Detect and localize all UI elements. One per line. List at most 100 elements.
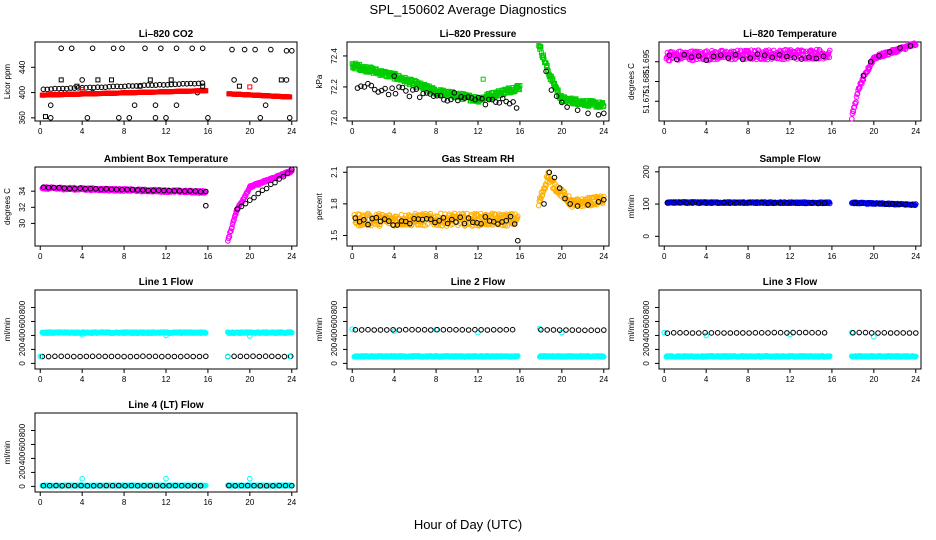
data-point [391,73,398,79]
data-point [94,84,101,90]
data-point [460,210,467,217]
data-point [64,353,71,360]
data-point [145,82,151,88]
data-point [727,200,734,206]
y-tick-label: 400 [18,451,27,465]
data-point [356,211,363,218]
data-point [377,327,384,333]
data-point [286,115,293,121]
x-tick-label: 0 [38,375,43,384]
series-magenta [39,168,295,244]
data-point [434,92,440,99]
data-point [205,115,211,121]
x-tick-label: 20 [557,127,566,136]
data-point [875,330,881,336]
panel-title: Ambient Box Temperature [104,154,229,165]
x-tick-label: 4 [80,375,85,384]
x-tick-label: 8 [434,127,439,136]
data-point [77,353,83,360]
data-point [806,54,812,61]
data-point [432,213,439,219]
data-point [889,201,896,207]
data-point [499,95,506,102]
data-point [681,51,688,58]
data-point [461,220,468,227]
data-point [361,84,368,90]
data-point [777,200,784,206]
data-point [163,332,169,339]
data-point [876,53,882,59]
data-point [543,68,549,75]
data-point [281,353,288,360]
data-point [199,80,206,86]
data-point [392,90,399,97]
data-point [509,326,516,333]
data-point [497,327,503,333]
data-point [482,101,489,108]
data-point [502,222,509,229]
data-point [513,105,520,111]
data-point [765,330,771,336]
x-tick-label: 12 [162,375,171,384]
data-point [284,170,291,177]
data-point [493,99,499,105]
y-tick-label: 72.4 [330,48,339,64]
data-point [247,333,253,339]
data-point [289,48,295,54]
data-point [883,201,890,207]
x-tick-label: 0 [38,127,43,136]
series-black [664,199,915,208]
data-point [765,200,771,207]
panel-title: Line 3 Flow [763,277,818,288]
data-point [601,327,607,333]
data-point [52,353,58,360]
data-point [465,215,472,221]
data-point [287,94,293,100]
data-point [670,330,677,336]
data-point [677,330,683,336]
y-tick-label: 200 [18,465,27,479]
data-point [907,43,914,49]
data-point [58,45,65,52]
data-point [556,327,563,333]
data-point [856,329,863,336]
data-point [451,90,458,96]
data-point [40,184,47,190]
data-point [108,353,115,360]
y-tick-label: 600 [642,314,651,328]
series-black-low [39,353,294,360]
data-point [595,112,602,118]
data-point [385,91,392,98]
data-point [721,199,727,206]
series-cyan-high [39,329,295,339]
data-point [39,353,46,360]
data-point [796,329,803,336]
data-point [752,330,759,336]
data-point [125,83,132,89]
x-tick-label: 20 [557,375,566,384]
y-tick-label: 1.8 [330,198,339,210]
data-point [371,327,378,333]
data-point [538,327,544,333]
data-point [119,186,125,193]
data-point [229,224,235,231]
y-tick-label: 600 [330,314,339,328]
data-point [52,85,58,92]
data-point [564,104,570,110]
series-cyan-low [37,353,293,360]
data-point [84,115,91,121]
data-point [361,217,367,223]
data-point [247,84,253,90]
data-point [134,187,141,193]
series-cyan-low [351,353,607,360]
data-point [508,220,515,227]
data-point [171,188,178,194]
x-tick-label: 16 [515,127,524,136]
data-point [384,327,390,333]
data-point [569,327,576,333]
data-point [203,482,209,489]
x-tick-label: 24 [911,127,920,136]
data-point [229,46,235,53]
data-point [886,49,893,55]
